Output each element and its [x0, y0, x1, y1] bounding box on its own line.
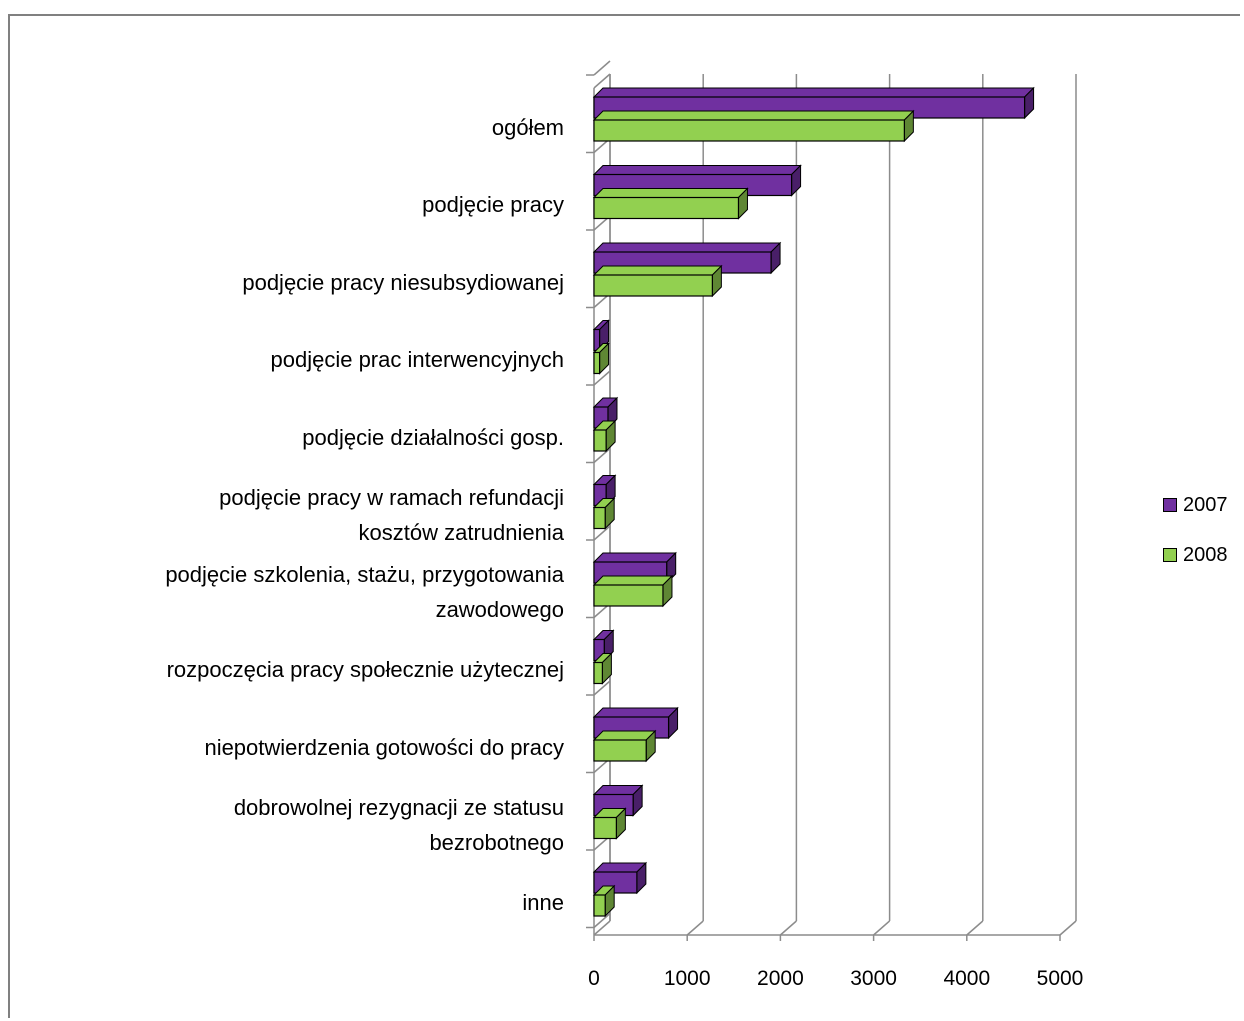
bar-top-face — [592, 707, 679, 718]
x-tick-label: 2000 — [757, 967, 804, 990]
bar-top-face — [592, 265, 723, 276]
legend-item: 2008 — [1163, 530, 1228, 580]
wall-line — [593, 370, 611, 386]
category-label: niepotwierdzenia gotowości do pracy — [204, 734, 564, 760]
chart-frame — [8, 14, 1240, 1018]
category-label: bezrobotnego — [429, 829, 564, 855]
wall-line — [593, 525, 611, 541]
category-label: ogółem — [491, 114, 564, 140]
category-label: podjęcie szkolenia, stażu, przygotowania — [165, 562, 564, 587]
legend-label: 2008 — [1183, 543, 1228, 566]
bar-2008-7 — [593, 661, 603, 685]
bar-2008-8 — [593, 739, 647, 762]
wall-line — [593, 680, 611, 696]
category-label: kosztów zatrudnienia — [358, 519, 564, 545]
bar-2008-10 — [593, 894, 606, 917]
bar-top-face — [592, 575, 674, 586]
floor-line — [593, 920, 611, 936]
legend-label: 2007 — [1183, 493, 1228, 516]
x-tick-label: 1000 — [664, 967, 711, 990]
category-label: zawodowego — [435, 597, 564, 622]
x-tick-label: 0 — [588, 967, 600, 990]
bar-top-face — [592, 165, 802, 175]
category-label: podjęcie prac interwencyjnych — [270, 347, 565, 372]
bar-2008-0 — [593, 119, 905, 142]
bar-top-face — [592, 730, 657, 741]
bar-2008-2 — [593, 274, 713, 297]
floor-line — [686, 920, 704, 936]
legend-item: 2007 — [1163, 480, 1228, 530]
wall-line — [593, 912, 611, 929]
x-tick-label: 5000 — [1037, 967, 1084, 990]
bar-top-face — [592, 87, 1035, 98]
floor-line — [966, 920, 984, 936]
wall-line — [593, 447, 611, 464]
bar-2008-6 — [593, 584, 664, 607]
category-label: podjęcie działalności gosp. — [302, 424, 564, 450]
category-label: podjęcie pracy niesubsydiowanej — [242, 269, 564, 295]
category-label: rozpoczęcia pracy społecznie użytecznej — [166, 657, 564, 682]
floor-line — [779, 920, 797, 936]
bar-2008-1 — [593, 196, 740, 220]
floor-line — [1059, 920, 1077, 936]
x-tick-label: 4000 — [943, 967, 990, 990]
floor-line — [873, 920, 891, 936]
legend-swatch — [1163, 498, 1177, 512]
wall-line — [593, 60, 611, 76]
x-tick-label: 3000 — [850, 967, 897, 990]
bar-top-face — [592, 552, 677, 563]
category-label: podjęcie pracy — [422, 192, 564, 217]
y-axis-top — [593, 73, 611, 89]
category-label: inne — [522, 889, 564, 915]
bar-2008-3 — [593, 351, 601, 375]
legend-swatch — [1163, 548, 1177, 562]
category-label: podjęcie pracy w ramach refundacji — [219, 484, 564, 510]
bar-2008-5 — [593, 506, 606, 530]
bar-top-face — [592, 110, 915, 121]
category-label: dobrowolnej rezygnacji ze statusu — [233, 794, 564, 820]
legend: 2007 2008 — [1163, 480, 1228, 580]
bar-2008-9 — [593, 816, 617, 840]
bar-top-face — [592, 188, 749, 198]
bar-top-face — [592, 242, 782, 253]
bar-2008-4 — [593, 429, 607, 452]
